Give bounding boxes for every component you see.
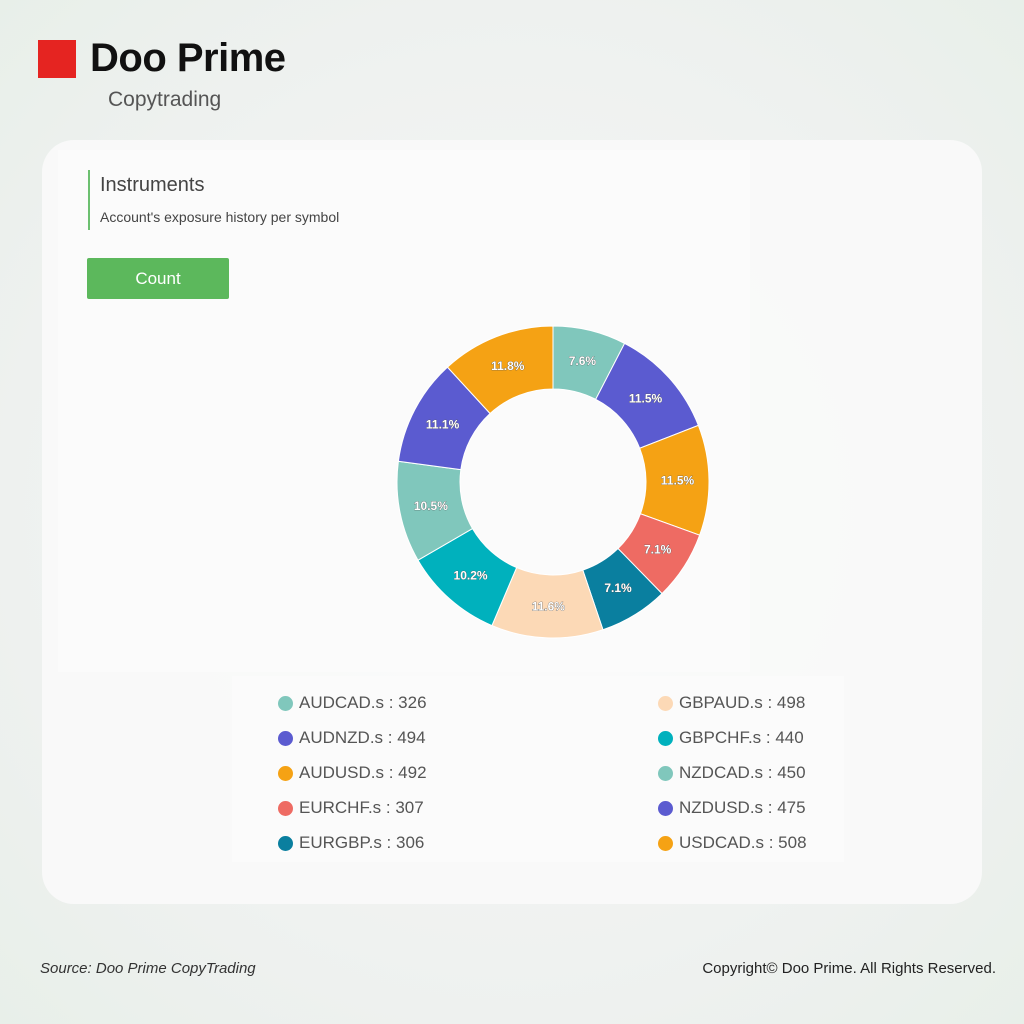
legend-dot-icon — [658, 835, 673, 851]
slice-label: 11.5% — [629, 392, 663, 406]
legend-dot-icon — [278, 765, 293, 781]
legend-label: GBPAUD.s : 498 — [679, 693, 806, 712]
copyright: Copyright© Doo Prime. All Rights Reserve… — [702, 960, 996, 977]
slice-label: 11.1% — [426, 417, 460, 431]
legend-label: EURGBP.s : 306 — [299, 833, 425, 852]
source-note: Source: Doo Prime CopyTrading — [40, 960, 256, 977]
slice-label: 10.2% — [454, 568, 488, 582]
slice-label: 11.5% — [661, 474, 695, 488]
legend-label: EURCHF.s : 307 — [299, 798, 424, 817]
legend-item[interactable]: USDCAD.s : 508 — [658, 833, 807, 853]
legend-item[interactable]: NZDUSD.s : 475 — [658, 798, 806, 818]
slice-label: 7.1% — [604, 581, 632, 595]
legend-item[interactable]: EURGBP.s : 306 — [278, 833, 424, 853]
count-button[interactable]: Count — [87, 258, 229, 299]
slice-label: 10.5% — [414, 499, 448, 513]
slice-USDCAD.s[interactable] — [446, 325, 554, 415]
brand-name: Doo Prime — [90, 36, 286, 80]
legend-label: GBPCHF.s : 440 — [679, 728, 804, 747]
legend-label: USDCAD.s : 508 — [679, 833, 807, 852]
legend-item[interactable]: GBPAUD.s : 498 — [658, 693, 805, 713]
legend-item[interactable]: AUDCAD.s : 326 — [278, 693, 427, 713]
legend-item[interactable]: NZDCAD.s : 450 — [658, 763, 806, 783]
legend-label: AUDCAD.s : 326 — [299, 693, 427, 712]
logo-mark-icon — [38, 40, 76, 78]
legend-item[interactable]: EURCHF.s : 307 — [278, 798, 424, 818]
legend-label: AUDNZD.s : 494 — [299, 728, 426, 747]
legend-label: AUDUSD.s : 492 — [299, 763, 427, 782]
header: Instruments Account's exposure history p… — [88, 170, 339, 230]
legend-item[interactable]: GBPCHF.s : 440 — [658, 728, 804, 748]
legend-item[interactable]: AUDNZD.s : 494 — [278, 728, 426, 748]
legend-label: NZDUSD.s : 475 — [679, 798, 806, 817]
legend-dot-icon — [278, 730, 293, 746]
legend-dot-icon — [658, 695, 673, 711]
slice-label: 7.1% — [644, 542, 672, 556]
legend-dot-icon — [658, 765, 673, 781]
legend-dot-icon — [658, 730, 673, 746]
legend-dot-icon — [278, 695, 293, 711]
legend: AUDCAD.s : 326 AUDNZD.s : 494 AUDUSD.s : 4… — [232, 676, 844, 862]
slice-label: 11.6% — [532, 599, 566, 613]
slice-label: 11.8% — [491, 359, 525, 373]
legend-label: NZDCAD.s : 450 — [679, 763, 806, 782]
page-subtitle: Account's exposure history per symbol — [100, 209, 340, 225]
legend-dot-icon — [278, 800, 293, 816]
brand-sub: Copytrading — [108, 88, 222, 111]
legend-item[interactable]: AUDUSD.s : 492 — [278, 763, 427, 783]
slice-label: 7.6% — [569, 354, 597, 368]
legend-dot-icon — [658, 800, 673, 816]
page-title: Instruments — [100, 174, 205, 196]
legend-dot-icon — [278, 835, 293, 851]
